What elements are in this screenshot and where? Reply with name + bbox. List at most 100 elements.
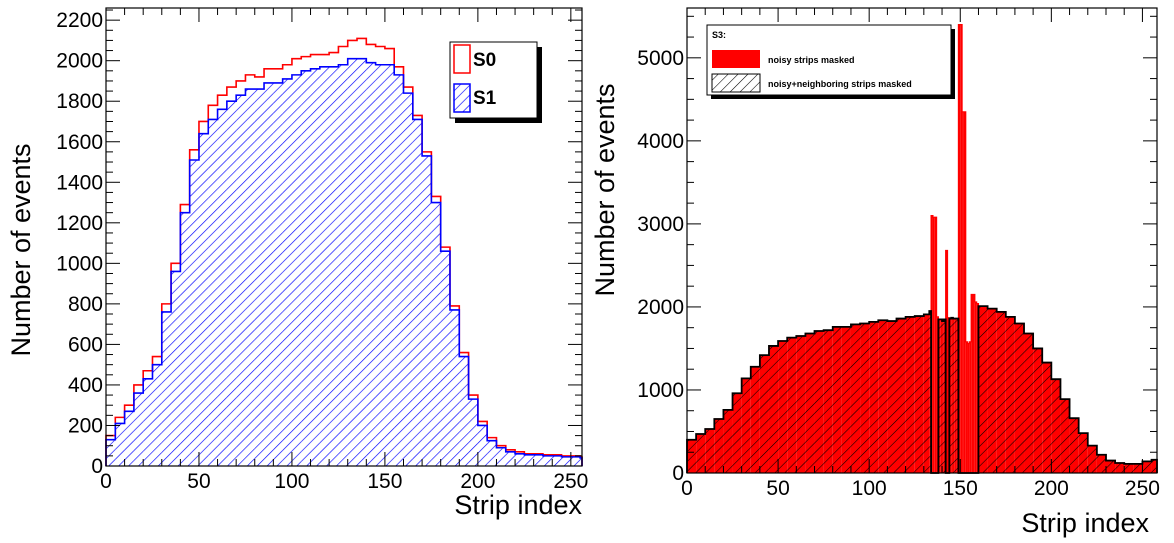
bar-neighboring-9 bbox=[768, 345, 779, 473]
bar-neighboring-26 bbox=[923, 314, 930, 473]
legend-title-s3: S3: bbox=[712, 30, 726, 40]
left-chart: 0 50 100 150 200 250 0 200 400 600 800 1000 1200 140… bbox=[6, 7, 588, 520]
x-tick-label-5: 250 bbox=[553, 470, 588, 493]
bar-neighboring-21 bbox=[878, 320, 888, 473]
left-plot-frame bbox=[105, 7, 583, 467]
bar-noisy-49 bbox=[969, 341, 972, 473]
bar-noisy-45 bbox=[962, 111, 964, 473]
bar-s1-12 bbox=[217, 109, 227, 467]
bar-neighboring-12 bbox=[796, 335, 806, 473]
bar-neighboring-19 bbox=[860, 323, 870, 473]
bar-s1-14 bbox=[236, 95, 246, 466]
bar-neighboring-25 bbox=[914, 316, 924, 473]
left-x-axis-title: Strip index bbox=[454, 490, 582, 520]
bar-neighboring-24 bbox=[905, 316, 915, 473]
bar-s1-2 bbox=[124, 411, 134, 466]
bar-neighboring-4 bbox=[723, 409, 733, 473]
bar-neighboring-57 bbox=[1005, 316, 1015, 473]
bar-s1-26 bbox=[347, 58, 358, 466]
bar-s1-47 bbox=[542, 455, 553, 466]
legend-label-noisy: noisy strips masked bbox=[768, 55, 855, 65]
right-legend: S3: noisy strips masked noisy+neighborin… bbox=[706, 24, 955, 99]
x-tick-label-4: 200 bbox=[460, 470, 495, 493]
bar-s1-21 bbox=[301, 70, 311, 467]
bar-s1-45 bbox=[524, 454, 534, 466]
bar-neighboring-3 bbox=[714, 419, 724, 473]
bar-neighboring-68 bbox=[1105, 460, 1116, 473]
bar-neighboring-35 bbox=[943, 319, 946, 473]
bar-neighboring-71 bbox=[1133, 463, 1143, 473]
bar-noisy-47 bbox=[965, 341, 968, 473]
right-x-axis-title: Strip index bbox=[1021, 508, 1149, 538]
x-tick-label-3: 150 bbox=[943, 477, 978, 500]
bar-s1-10 bbox=[198, 133, 209, 467]
bar-neighboring-7 bbox=[750, 366, 760, 473]
bar-s1-35 bbox=[431, 202, 441, 466]
bar-neighboring-13 bbox=[805, 333, 815, 473]
bar-s1-30 bbox=[384, 64, 395, 467]
bar-s1-19 bbox=[282, 78, 292, 467]
bar-s1-20 bbox=[291, 74, 302, 467]
bar-neighboring-65 bbox=[1078, 433, 1088, 473]
legend-swatch-neighboring bbox=[711, 73, 761, 93]
bar-neighboring-72 bbox=[1142, 461, 1152, 473]
bar-noisy-44 bbox=[960, 24, 963, 473]
legend-label-s0: S0 bbox=[473, 50, 496, 71]
bar-neighboring-6 bbox=[741, 378, 751, 473]
bar-s1-9 bbox=[189, 159, 199, 466]
bar-neighboring-61 bbox=[1042, 362, 1052, 473]
x-tick-label-2: 100 bbox=[852, 477, 887, 500]
bar-s1-27 bbox=[357, 58, 367, 466]
bar-s1-13 bbox=[226, 101, 237, 466]
bar-s1-3 bbox=[133, 393, 144, 466]
y-tick-label-2: 400 bbox=[68, 374, 103, 397]
bar-neighboring-2 bbox=[705, 428, 715, 473]
right-plot-frame bbox=[686, 7, 1158, 474]
bar-neighboring-32 bbox=[938, 319, 941, 473]
bar-neighboring-27 bbox=[929, 311, 932, 473]
bar-s1-40 bbox=[477, 425, 488, 466]
bar-neighboring-59 bbox=[1024, 333, 1034, 473]
y-tick-label-4: 800 bbox=[68, 293, 103, 316]
y-tick-label-2: 2000 bbox=[637, 296, 684, 319]
bar-neighboring-22 bbox=[887, 321, 897, 473]
bar-noisy-48 bbox=[967, 343, 970, 473]
x-tick-label-2: 100 bbox=[274, 470, 309, 493]
y-tick-label-3: 600 bbox=[68, 333, 103, 356]
bar-neighboring-0 bbox=[687, 439, 697, 473]
bar-noisy-28 bbox=[931, 215, 933, 473]
bar-neighboring-11 bbox=[787, 337, 797, 473]
y-tick-label-8: 1600 bbox=[56, 131, 103, 154]
bar-neighboring-20 bbox=[869, 321, 879, 473]
bar-s1-5 bbox=[152, 364, 162, 466]
bar-noisy-29 bbox=[932, 217, 935, 473]
x-tick-label-3: 150 bbox=[367, 470, 402, 493]
bar-s1-1 bbox=[115, 423, 125, 466]
bar-s1-0 bbox=[106, 439, 116, 466]
bar-noisy-30 bbox=[934, 217, 937, 473]
y-tick-label-1: 200 bbox=[68, 414, 103, 437]
bar-neighboring-42 bbox=[956, 318, 959, 473]
bar-noisy-51 bbox=[973, 294, 975, 473]
bar-neighboring-10 bbox=[778, 340, 788, 473]
bar-s1-49 bbox=[561, 456, 571, 466]
bar-s1-43 bbox=[505, 451, 516, 466]
bar-neighboring-63 bbox=[1060, 399, 1070, 473]
bar-s1-38 bbox=[459, 356, 469, 466]
x-tick-label-1: 50 bbox=[187, 470, 210, 493]
bar-s1-32 bbox=[403, 93, 413, 466]
bar-neighboring-41 bbox=[954, 318, 957, 473]
bar-s1-51 bbox=[580, 457, 582, 466]
bar-neighboring-17 bbox=[841, 326, 851, 473]
x-tick-label-0: 0 bbox=[681, 477, 693, 500]
bar-neighboring-69 bbox=[1115, 463, 1125, 473]
x-tick-label-1: 50 bbox=[766, 477, 789, 500]
bar-noisy-43 bbox=[958, 24, 961, 473]
bar-s1-7 bbox=[171, 271, 181, 466]
bar-s1-8 bbox=[180, 212, 190, 466]
y-tick-label-7: 1400 bbox=[56, 171, 103, 194]
x-tick-label-0: 0 bbox=[100, 470, 112, 493]
bar-neighboring-67 bbox=[1096, 454, 1106, 473]
bar-neighboring-8 bbox=[759, 355, 769, 473]
